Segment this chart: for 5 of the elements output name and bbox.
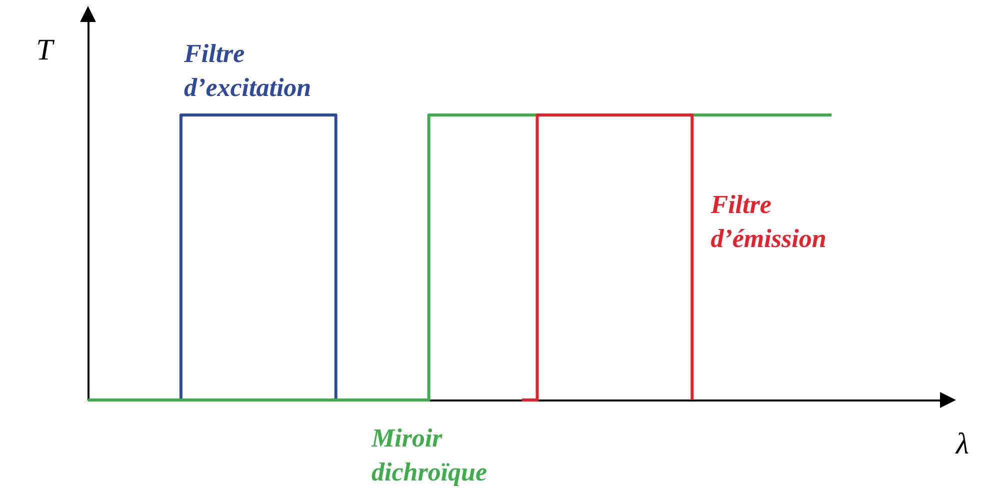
series-label: Filtre d’excitation [183, 38, 312, 102]
series-label: Miroir dichroïque [370, 424, 488, 487]
x-axis-title: λ [955, 428, 969, 460]
y-axis-title: T [36, 34, 56, 66]
series-label: Filtre d’émission [710, 190, 826, 253]
